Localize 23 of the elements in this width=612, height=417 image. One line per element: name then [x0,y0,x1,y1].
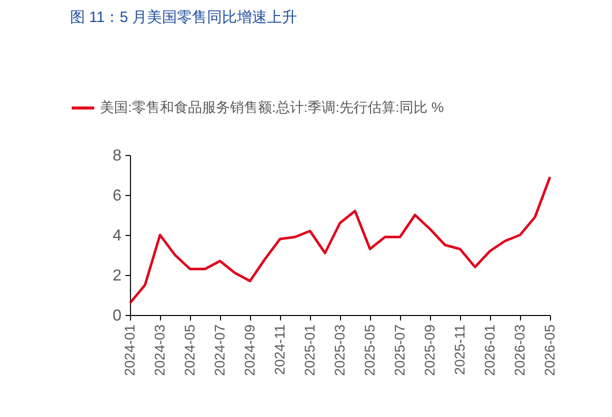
x-tick-label: 2026-03 [512,324,528,376]
x-tick-label: 2024-05 [182,324,198,376]
x-tick-label: 2025-05 [362,324,378,376]
line-series [128,176,552,304]
x-tick-label: 2024-11 [272,324,288,375]
y-tick-label: 4 [112,228,122,244]
y-tick-label: 8 [112,148,122,164]
x-tick-label: 2025-09 [422,324,438,376]
x-tick-label: 2025-03 [332,324,348,376]
legend-label: 美国:零售和食品服务销售额:总计:季调:先行估算:同比 % [100,99,444,115]
x-tick-label: 2025-01 [302,324,318,376]
x-tick-label: 2025-11 [452,324,468,375]
x-tick-label: 2025-07 [392,324,408,376]
x-tick-label: 2024-01 [122,324,138,376]
chart-title: 图 11：5 月美国零售同比增速上升 [70,9,298,26]
x-tick-label: 2024-07 [212,324,228,376]
y-tick-label: 2 [112,268,122,284]
x-tick-label: 2026-05 [542,324,558,376]
y-tick-label: 0 [112,308,122,324]
x-tick-label: 2024-09 [242,324,258,376]
y-tick-label: 6 [112,188,122,204]
x-tick-label: 2026-01 [482,324,498,376]
x-tick-label: 2024-03 [152,324,168,376]
